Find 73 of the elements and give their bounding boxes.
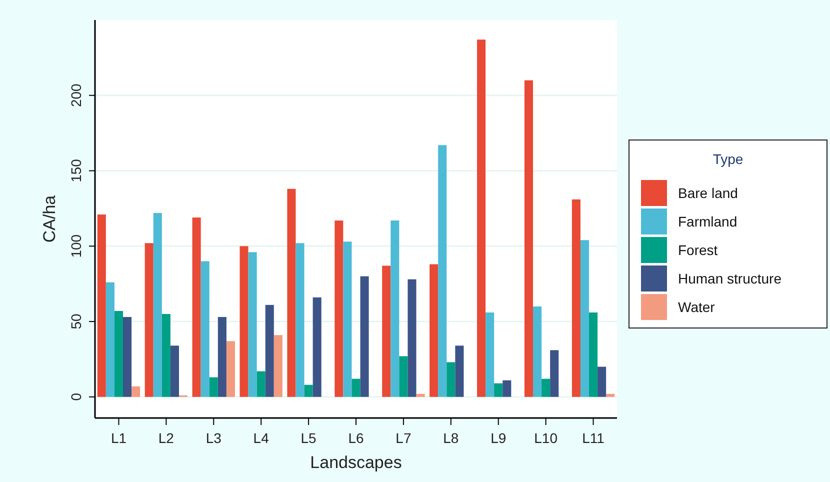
bar <box>542 378 550 397</box>
bar <box>399 356 408 397</box>
bar <box>312 297 322 397</box>
legend-label: Human structure <box>678 270 782 286</box>
bar <box>114 310 123 397</box>
bar <box>123 316 132 397</box>
bar <box>486 312 494 397</box>
x-tick-label: L4 <box>253 430 270 446</box>
bar <box>446 362 456 397</box>
x-tick-label: L6 <box>348 430 364 446</box>
bar <box>438 145 447 397</box>
bar <box>352 378 360 397</box>
legend-label: Forest <box>678 242 718 258</box>
y-tick-label: 150 <box>68 158 84 182</box>
bar <box>248 252 257 397</box>
bar <box>477 40 486 397</box>
x-tick-label: L1 <box>110 430 127 446</box>
bar <box>606 394 615 397</box>
bar <box>533 306 542 397</box>
bar <box>256 371 266 397</box>
bar <box>572 199 580 397</box>
bar <box>580 240 589 397</box>
bar <box>598 366 606 397</box>
x-tick-label: L7 <box>396 430 412 446</box>
x-tick-label: L5 <box>300 430 317 446</box>
bar <box>408 279 416 397</box>
bar <box>287 188 296 397</box>
bar <box>382 266 391 397</box>
x-tick-label: L11 <box>582 430 605 446</box>
y-tick-label: 50 <box>68 314 84 330</box>
bar <box>200 261 210 397</box>
y-tick-label: 100 <box>68 234 84 258</box>
bar <box>144 243 154 397</box>
bar <box>170 346 179 397</box>
bar <box>550 350 559 397</box>
bar <box>430 264 438 397</box>
x-tick-label: L3 <box>206 430 222 446</box>
bar <box>132 386 140 397</box>
bar <box>455 346 464 397</box>
bar <box>209 377 218 397</box>
bar <box>274 335 282 397</box>
bar <box>162 314 170 397</box>
bar <box>218 316 226 397</box>
x-tick-label: L2 <box>158 430 174 446</box>
bar <box>97 214 106 397</box>
y-axis-title: CA/ha <box>40 194 59 243</box>
bar <box>192 217 201 397</box>
bar <box>416 394 425 397</box>
bar <box>360 276 369 397</box>
bar <box>296 243 304 397</box>
bar <box>343 242 352 397</box>
legend-title: Type <box>712 151 744 167</box>
bar <box>589 312 598 397</box>
bar <box>390 220 400 397</box>
bar <box>226 341 235 397</box>
bar <box>502 380 512 397</box>
bar <box>494 383 503 397</box>
x-tick-label: L8 <box>443 430 459 446</box>
legend-label: Farmland <box>678 214 738 230</box>
bar <box>153 212 162 397</box>
x-axis-title: Landscapes <box>310 453 402 472</box>
x-tick-label: L10 <box>534 430 558 446</box>
bar <box>334 220 344 397</box>
bar <box>524 80 534 397</box>
x-tick-label: L9 <box>490 430 506 446</box>
legend-label: Bare land <box>678 185 738 201</box>
y-tick-label: 0 <box>68 392 84 401</box>
bar <box>106 282 114 397</box>
bar <box>240 246 248 397</box>
bar <box>304 384 313 397</box>
bar <box>265 304 274 397</box>
y-tick-label: 200 <box>68 83 84 108</box>
legend-label: Water <box>678 299 716 315</box>
